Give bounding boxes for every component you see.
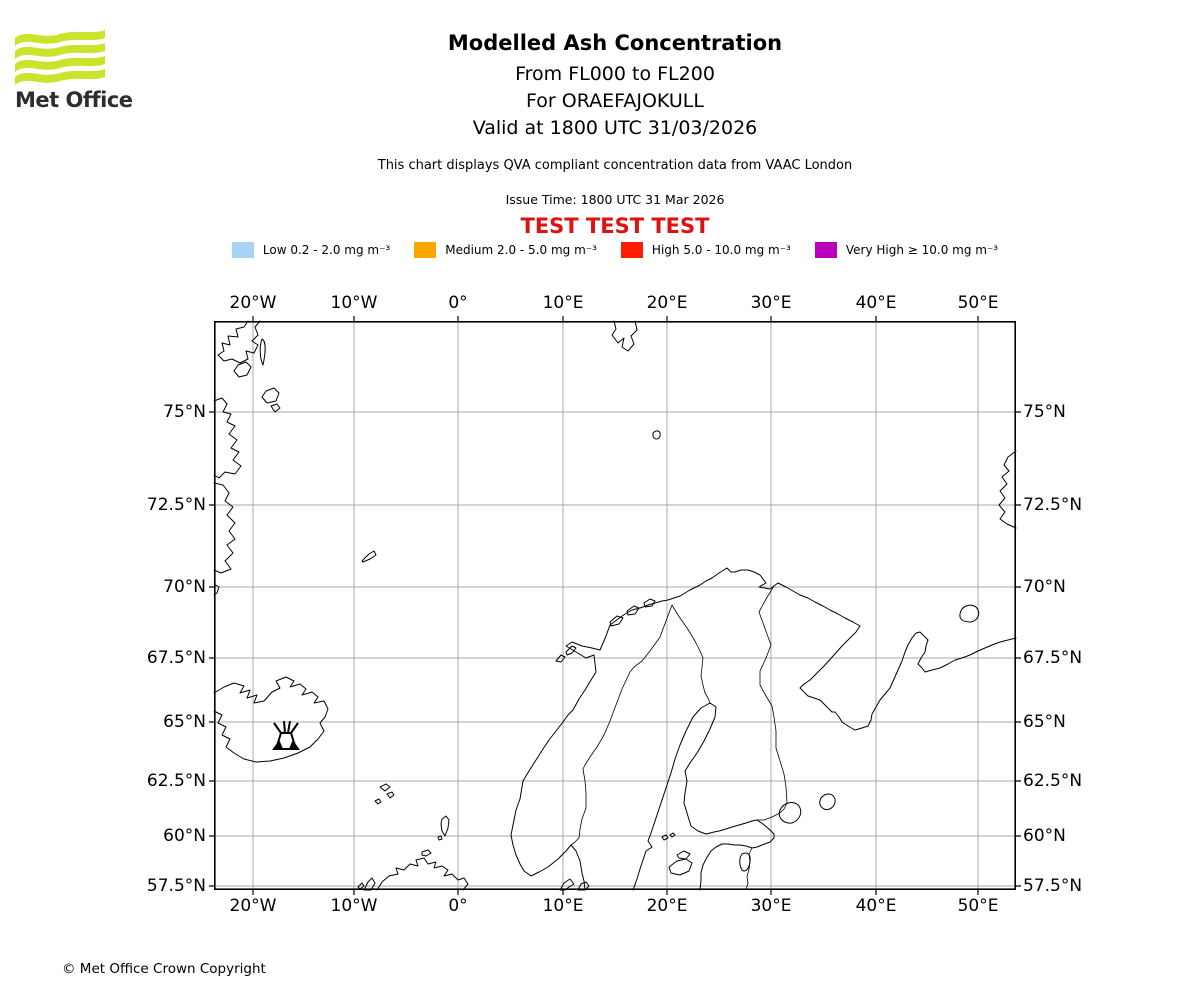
lat-tick-label-right: 60°N bbox=[1023, 826, 1066, 846]
grid-lines bbox=[214, 321, 1016, 890]
lon-tick-label-bottom: 10°W bbox=[330, 896, 378, 916]
lon-tick-label-top: 30°E bbox=[750, 293, 792, 313]
brand-text: Met Office bbox=[15, 88, 133, 112]
legend: Low 0.2 - 2.0 mg m⁻³ Medium 2.0 - 5.0 mg… bbox=[15, 242, 1200, 258]
lat-tick-label-left: 75°N bbox=[163, 402, 206, 422]
copyright-text: © Met Office Crown Copyright bbox=[62, 961, 266, 977]
legend-item-medium: Medium 2.0 - 5.0 mg m⁻³ bbox=[414, 242, 597, 258]
lat-tick-label-right: 75°N bbox=[1023, 402, 1066, 422]
lat-tick-label-right: 72.5°N bbox=[1023, 495, 1083, 515]
test-banner: TEST TEST TEST bbox=[520, 214, 710, 238]
lon-tick-label-bottom: 30°E bbox=[750, 896, 792, 916]
lat-tick-label-left: 62.5°N bbox=[146, 771, 206, 791]
lat-tick-label-left: 70°N bbox=[163, 577, 206, 597]
lon-tick-label-top: 50°E bbox=[957, 293, 999, 313]
lat-tick-label-right: 57.5°N bbox=[1023, 876, 1083, 896]
lon-tick-label-top: 40°E bbox=[855, 293, 897, 313]
issue-time: Issue Time: 1800 UTC 31 Mar 2026 bbox=[505, 192, 725, 207]
legend-swatch-low bbox=[231, 242, 254, 258]
lat-tick-label-left: 60°N bbox=[163, 826, 206, 846]
lon-tick-label-bottom: 0° bbox=[448, 896, 468, 916]
map-plot bbox=[209, 316, 1021, 895]
lon-tick-label-bottom: 10°E bbox=[542, 896, 584, 916]
country-borders bbox=[570, 585, 788, 891]
legend-label-very-high: Very High ≥ 10.0 mg m⁻³ bbox=[845, 243, 999, 257]
logo-waves-icon bbox=[15, 30, 105, 85]
lon-tick-label-top: 10°E bbox=[542, 293, 584, 313]
legend-label-medium: Medium 2.0 - 5.0 mg m⁻³ bbox=[445, 243, 597, 257]
map-frame bbox=[214, 321, 1017, 891]
subtitle-valid-time: Valid at 1800 UTC 31/03/2026 bbox=[472, 117, 758, 139]
legend-swatch-high bbox=[620, 242, 643, 258]
lon-tick-label-top: 0° bbox=[448, 293, 468, 313]
legend-label-high: High 5.0 - 10.0 mg m⁻³ bbox=[651, 243, 791, 257]
legend-item-very-high: Very High ≥ 10.0 mg m⁻³ bbox=[814, 242, 999, 258]
lat-tick-label-left: 65°N bbox=[163, 712, 206, 732]
lat-tick-label-right: 67.5°N bbox=[1023, 648, 1083, 668]
subtitle-flight-levels: From FL000 to FL200 bbox=[515, 63, 715, 85]
lat-tick-label-right: 62.5°N bbox=[1023, 771, 1083, 791]
lon-tick-label-bottom: 20°E bbox=[646, 896, 688, 916]
lat-tick-label-left: 72.5°N bbox=[146, 495, 206, 515]
legend-swatch-very-high bbox=[814, 242, 837, 258]
legend-label-low: Low 0.2 - 2.0 mg m⁻³ bbox=[262, 243, 391, 257]
lat-tick-label-right: 65°N bbox=[1023, 712, 1066, 732]
lon-tick-label-bottom: 50°E bbox=[957, 896, 999, 916]
legend-item-low: Low 0.2 - 2.0 mg m⁻³ bbox=[231, 242, 391, 258]
subtitle-volcano: For ORAEFAJOKULL bbox=[526, 90, 704, 112]
lon-tick-label-top: 20°W bbox=[229, 293, 277, 313]
met-office-logo bbox=[15, 26, 115, 88]
qva-note: This chart displays QVA compliant concen… bbox=[377, 158, 853, 173]
lon-tick-label-bottom: 20°W bbox=[229, 896, 277, 916]
legend-swatch-medium bbox=[414, 242, 437, 258]
lon-tick-label-top: 20°E bbox=[646, 293, 688, 313]
volcano-marker-icon bbox=[272, 720, 300, 750]
lat-tick-label-right: 70°N bbox=[1023, 577, 1066, 597]
axis-ticks bbox=[209, 316, 1021, 895]
lon-tick-label-bottom: 40°E bbox=[855, 896, 897, 916]
lat-tick-label-left: 57.5°N bbox=[146, 876, 206, 896]
lat-tick-label-left: 67.5°N bbox=[146, 648, 206, 668]
legend-item-high: High 5.0 - 10.0 mg m⁻³ bbox=[620, 242, 791, 258]
chart-title: Modelled Ash Concentration bbox=[447, 31, 783, 55]
lon-tick-label-top: 10°W bbox=[330, 293, 378, 313]
coastlines bbox=[213, 320, 1017, 891]
